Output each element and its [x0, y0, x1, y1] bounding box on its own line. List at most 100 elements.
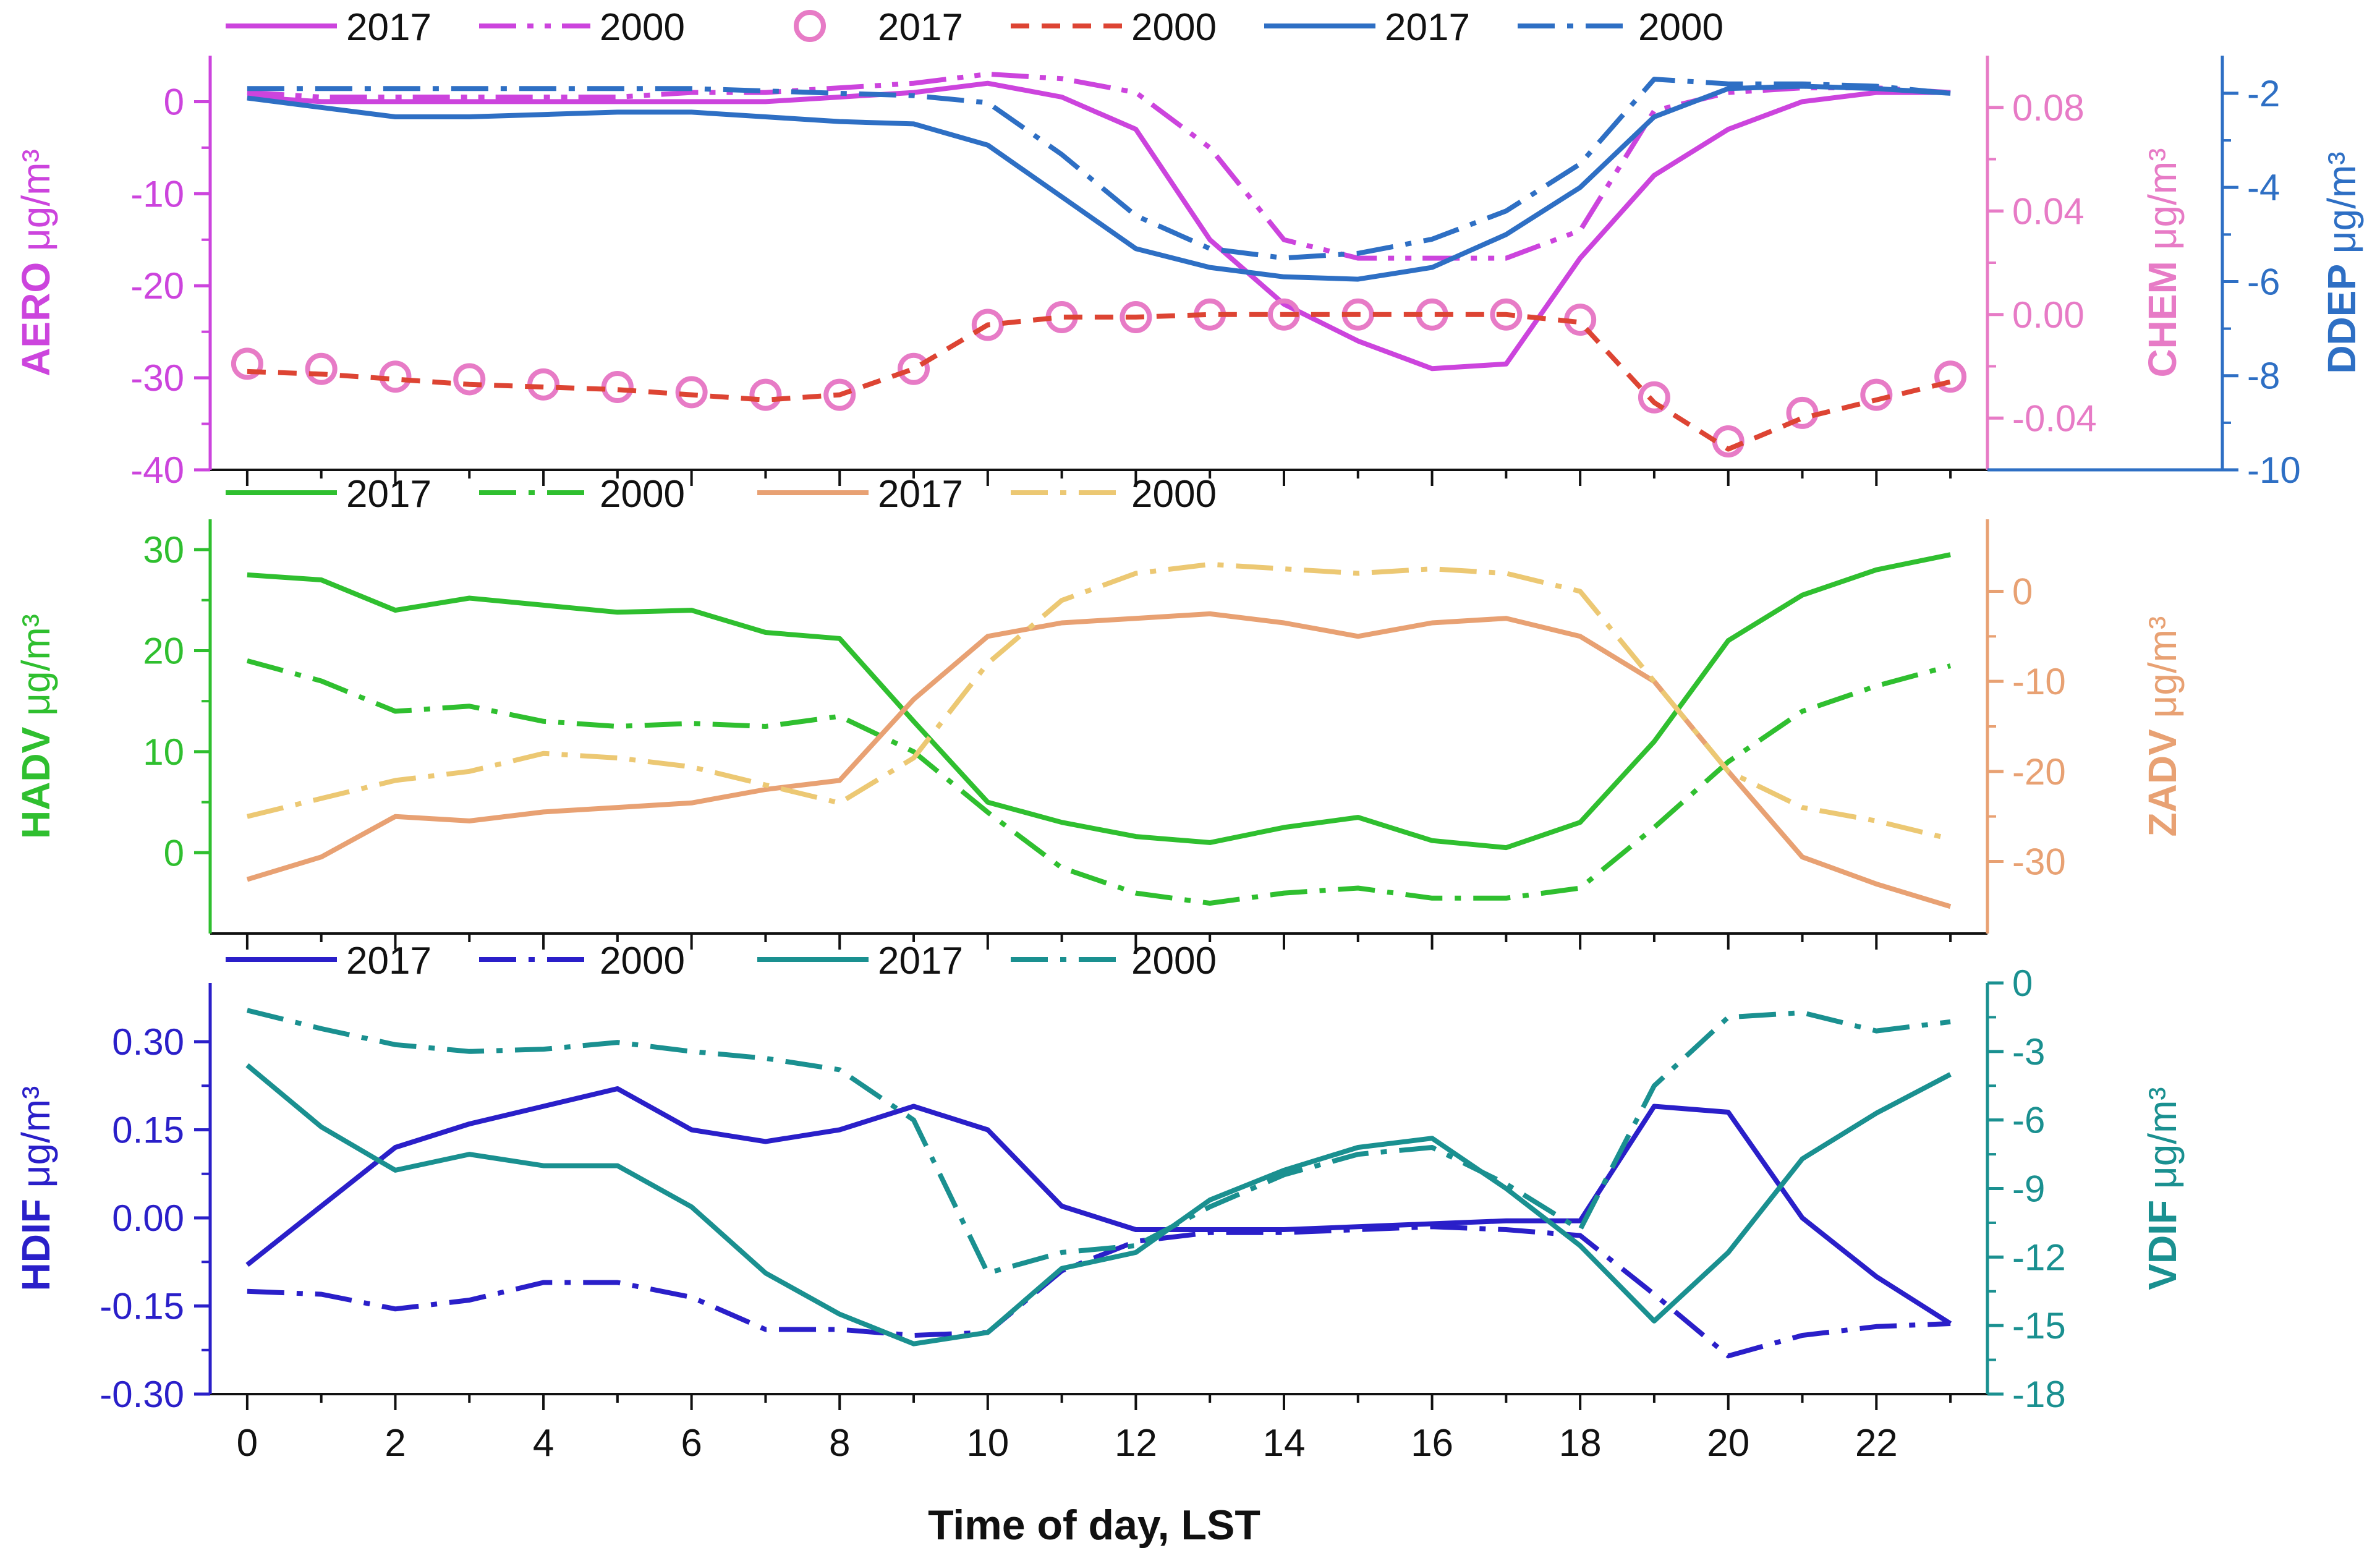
- x-tick-label: 6: [681, 1422, 702, 1465]
- legend-entry: 2017: [226, 473, 431, 516]
- x-tick-label: 12: [1115, 1422, 1157, 1465]
- right-tick-label: -6: [2012, 1100, 2045, 1141]
- right-axis-title-unit: μg/m³: [2140, 148, 2185, 250]
- right-tick-label: -9: [2012, 1168, 2045, 1210]
- legend-label: 2000: [600, 940, 685, 982]
- x-tick-label: 0: [237, 1422, 258, 1465]
- series-line: [247, 80, 1951, 372]
- data-point: [1934, 360, 1967, 393]
- legend-label: 2017: [1385, 6, 1470, 49]
- right-tick-label: -20: [2012, 751, 2066, 793]
- right-axis-title: CHEM μg/m³: [2140, 148, 2185, 377]
- right-axis-title-name: DDEP: [2319, 253, 2364, 373]
- legend-entry: 2017: [226, 940, 431, 982]
- panel-top: -40 -30 -20 -10 0 AERO μg/m³ -0.04 0.00 0.04 0.08…: [14, 6, 2364, 491]
- legend-entry: 2017: [226, 6, 431, 49]
- right-axis-title-name: ZADV: [2140, 718, 2185, 836]
- series-line: [245, 1086, 1952, 1326]
- right-tick-label: -8: [2247, 355, 2280, 397]
- legend-entry: 2000: [1011, 940, 1217, 982]
- left-tick-label: -40: [130, 449, 184, 491]
- left-tick-label: -0.15: [100, 1286, 184, 1327]
- left-tick-label: -0.30: [100, 1374, 184, 1415]
- left-tick-label: 30: [143, 529, 184, 571]
- right-tick-label: -30: [2012, 841, 2066, 882]
- left-tick-label: 0: [164, 832, 184, 874]
- legend-label: 2017: [878, 473, 963, 516]
- right-tick-label: 0.08: [2012, 87, 2085, 129]
- legend-entry: 2017: [794, 6, 963, 49]
- right-axis-title-unit: μg/m³: [2140, 1087, 2185, 1189]
- legend-label: 2017: [346, 940, 431, 982]
- right-tick-label: -4: [2247, 167, 2280, 208]
- legend-entry: 2000: [479, 940, 685, 982]
- right-tick-label: 0.00: [2012, 294, 2085, 336]
- right-tick-label: 0: [2012, 571, 2033, 613]
- left-axis-title-unit: μg/m³: [14, 1086, 58, 1188]
- legend-label: 2017: [346, 473, 431, 516]
- right-tick-label: -2: [2247, 73, 2280, 114]
- left-axis-title-name: HDIF: [14, 1188, 58, 1291]
- series-line: [246, 1008, 1951, 1276]
- left-axis-title-unit: μg/m³: [14, 149, 58, 251]
- data-point: [453, 363, 486, 396]
- series-line: [247, 83, 1951, 282]
- right-tick-label: 0.04: [2012, 190, 2085, 232]
- left-tick-label: 10: [143, 731, 184, 773]
- x-tick-label: 20: [1707, 1422, 1749, 1465]
- left-axis-title: AERO μg/m³: [14, 149, 58, 376]
- left-tick-label: 0.15: [112, 1110, 184, 1151]
- right-axis-title: ZADV μg/m³: [2140, 616, 2185, 837]
- x-tick-label: 2: [385, 1422, 406, 1465]
- legend-entry: 2017: [1264, 6, 1470, 49]
- panel-middle: 0 10 20 30 HADV μg/m³ -30 -20 -10 0 ZADV μg/m³ 201…: [14, 473, 2185, 950]
- right-tick-label: -10: [2247, 449, 2301, 491]
- legend-entry: 2000: [479, 473, 685, 516]
- right-tick-label: -12: [2012, 1236, 2066, 1278]
- data-point: [898, 352, 930, 385]
- left-tick-label: -20: [130, 265, 184, 307]
- legend-entry: 2000: [479, 6, 685, 49]
- data-point: [823, 378, 856, 411]
- right-tick-label: 0: [2012, 963, 2033, 1004]
- data-point: [1490, 298, 1523, 331]
- series-line: [247, 77, 1951, 261]
- left-tick-label: -30: [130, 357, 184, 399]
- right-tick-label: -10: [2012, 661, 2066, 702]
- right-tick-label: -15: [2012, 1305, 2066, 1346]
- series-line: [246, 658, 1952, 906]
- left-tick-label: -10: [130, 173, 184, 215]
- legend-label: 2017: [346, 6, 431, 49]
- left-axis-title-name: HADV: [14, 716, 58, 839]
- panel-bottom: 0 2 4 6 8 10 12 14 16 18 20 22 -0.30 -0.15 0.00 0.15 0.3…: [14, 940, 2185, 1465]
- data-point: [305, 352, 338, 385]
- legend-entry: 2000: [1011, 473, 1217, 516]
- x-tick-label: 14: [1262, 1422, 1305, 1465]
- legend-entry: 2000: [1518, 6, 1723, 49]
- x-tick-label: 4: [533, 1422, 554, 1465]
- left-axis-title: HDIF μg/m³: [14, 1086, 58, 1291]
- x-axis-label: Time of day, LST: [928, 1502, 1260, 1549]
- right-tick-label: -6: [2247, 261, 2280, 302]
- legend-label: 2000: [1131, 473, 1217, 516]
- left-tick-label: 0.00: [112, 1197, 184, 1239]
- left-tick-label: 20: [143, 630, 184, 671]
- data-point: [749, 378, 782, 411]
- left-tick-label: 0: [164, 81, 184, 122]
- data-point: [231, 347, 263, 380]
- right-tick-label: -0.04: [2012, 398, 2097, 439]
- right-axis-title-name: VDIF: [2140, 1189, 2185, 1290]
- right-axis-title-unit: μg/m³: [2319, 151, 2364, 253]
- series-line: [245, 1063, 1952, 1346]
- right-axis-title-unit: μg/m³: [2140, 616, 2185, 718]
- x-tick-label: 22: [1855, 1422, 1898, 1465]
- right-axis-title: VDIF μg/m³: [2140, 1087, 2185, 1290]
- left-axis-title: HADV μg/m³: [14, 614, 58, 839]
- legend-entry: 2017: [757, 473, 963, 516]
- series-line: [247, 1224, 1951, 1359]
- legend-label: 2017: [878, 940, 963, 982]
- legend-swatch: [794, 10, 826, 42]
- right-axis-title-name: CHEM: [2140, 250, 2185, 377]
- x-tick-label: 10: [966, 1422, 1009, 1465]
